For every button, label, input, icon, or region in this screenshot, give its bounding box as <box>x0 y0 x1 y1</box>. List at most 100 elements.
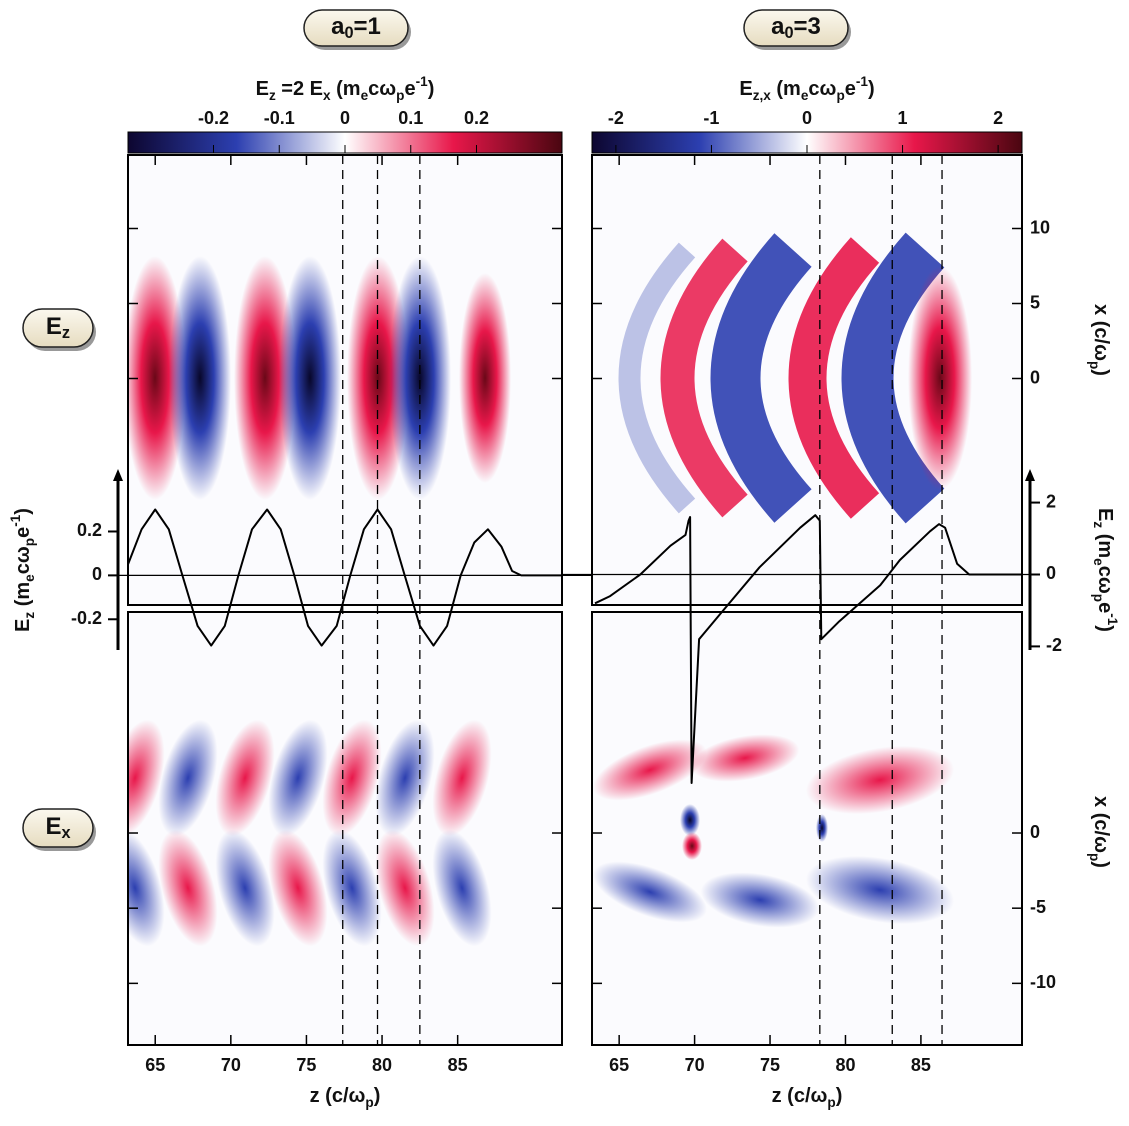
text-run: ) <box>374 1085 381 1107</box>
tag-label: a0=1 <box>331 13 381 42</box>
text-run: ) <box>868 78 875 100</box>
text-run: ) <box>1090 861 1112 868</box>
lineout-tick-label: -2 <box>1046 635 1062 655</box>
text-sub: x <box>61 824 70 842</box>
field-map <box>128 612 562 1045</box>
text-run: E <box>1094 508 1116 521</box>
text-run: (m <box>1094 528 1116 558</box>
colorbar-tick-label: 0.2 <box>464 108 489 128</box>
text-sup: -1 <box>1105 613 1120 626</box>
text-sub: z <box>22 612 37 619</box>
x-tick-label: 85 <box>448 1055 468 1075</box>
field-lobe <box>215 829 275 947</box>
text-run: cω <box>368 78 396 100</box>
field-band <box>710 233 812 523</box>
field-lobe <box>268 829 328 947</box>
text-sub: x <box>323 88 331 103</box>
field-lobe <box>682 832 702 860</box>
tag-box <box>22 808 94 848</box>
lineout-arrow <box>1025 469 1035 481</box>
text-run: E <box>12 619 34 632</box>
text-sup: -1 <box>8 514 23 527</box>
field-band <box>841 232 945 524</box>
field-bg <box>592 612 1022 1045</box>
field-lobe <box>268 719 328 837</box>
text-sub: 0 <box>784 24 793 42</box>
text-run: ) <box>836 1085 843 1107</box>
text-sub: z <box>62 324 70 342</box>
x-tick-label: 75 <box>760 1055 780 1075</box>
text-sub: p <box>365 1095 373 1110</box>
field-lobe <box>322 829 382 947</box>
field-map <box>592 612 1022 1045</box>
field-lobe <box>234 256 296 500</box>
lineout-tick-label: 0 <box>1046 563 1056 583</box>
tag-label: a0=3 <box>771 13 821 42</box>
tag-label: Ez <box>46 313 70 342</box>
panel-frame <box>127 154 563 606</box>
x-axis-label: z (c/ωp) <box>772 1085 843 1109</box>
field-lobe <box>700 872 820 928</box>
x-tick-label: 65 <box>145 1055 165 1075</box>
lineout-arrow <box>113 469 123 481</box>
field-lobe <box>908 266 972 490</box>
field-lobe <box>158 829 218 947</box>
text-run: z (c/ω <box>772 1085 828 1107</box>
text-run: =2 E <box>276 78 323 100</box>
text-sub: p <box>396 88 404 103</box>
colorbar-label: Ez =2 Ex (mecωpe-1) <box>256 74 435 103</box>
field-lobe <box>459 273 511 483</box>
field-band <box>618 242 696 514</box>
y-axis-label: x (c/ωp) <box>1087 304 1111 376</box>
panel-frame <box>591 154 1023 606</box>
y-tick-label: 0 <box>1030 822 1040 842</box>
y-tick-label: -5 <box>1030 897 1046 917</box>
text-run: a <box>771 13 785 40</box>
colorbar-tick-label: 0 <box>802 108 812 128</box>
lineout <box>594 514 1022 784</box>
colorbar-label: Ez,x (mecωpe-1) <box>739 74 874 103</box>
panel-frame <box>591 611 1023 1046</box>
field-lobe <box>375 829 435 947</box>
lineout <box>127 508 562 647</box>
colorbar-tick-label: 1 <box>898 108 908 128</box>
text-sub: p <box>836 88 844 103</box>
text-run: E <box>739 78 752 100</box>
text-run: e <box>1094 602 1116 613</box>
text-run: cω <box>1094 566 1116 594</box>
text-sup: -1 <box>416 74 429 89</box>
field-lobe <box>690 734 800 782</box>
field-lobe <box>593 739 707 801</box>
text-run: ) <box>428 78 435 100</box>
lineout-axis-label: Ez (mecωpe-1) <box>1091 508 1120 632</box>
text-run: ) <box>1090 369 1112 376</box>
text-run: x (c/ω <box>1090 796 1112 853</box>
text-sub: z <box>1091 521 1106 528</box>
field-lobe <box>389 256 451 500</box>
text-sub: p <box>1087 361 1102 369</box>
field-lobe <box>432 829 492 947</box>
text-sub: 0 <box>344 24 353 42</box>
field-lobe <box>805 745 955 815</box>
lineout-tick-label: 0 <box>92 564 102 584</box>
y-tick-label: -10 <box>1030 972 1056 992</box>
text-sub: e <box>1091 558 1106 566</box>
field-band <box>660 238 748 518</box>
colorbar-tick-label: -2 <box>608 108 624 128</box>
y-axis-label: x (c/ωp) <box>1087 796 1111 868</box>
lineout-axis-label: Ez (mecωpe-1) <box>8 508 37 632</box>
text-run: e <box>845 78 856 100</box>
x-tick-label: 75 <box>296 1055 316 1075</box>
y-tick-label: 5 <box>1030 292 1040 312</box>
field-lobe <box>128 256 186 500</box>
text-run: cω <box>12 546 34 574</box>
text-run: (m <box>12 582 34 612</box>
text-run: ) <box>12 508 34 515</box>
text-sub: p <box>1091 594 1106 602</box>
field-lobe <box>169 256 231 500</box>
field-lobe <box>805 855 955 925</box>
text-run: x (c/ω <box>1090 304 1112 361</box>
lineout-tick-label: 0.2 <box>77 520 102 540</box>
panel-frame <box>127 611 563 1046</box>
field-lobe <box>322 719 382 837</box>
